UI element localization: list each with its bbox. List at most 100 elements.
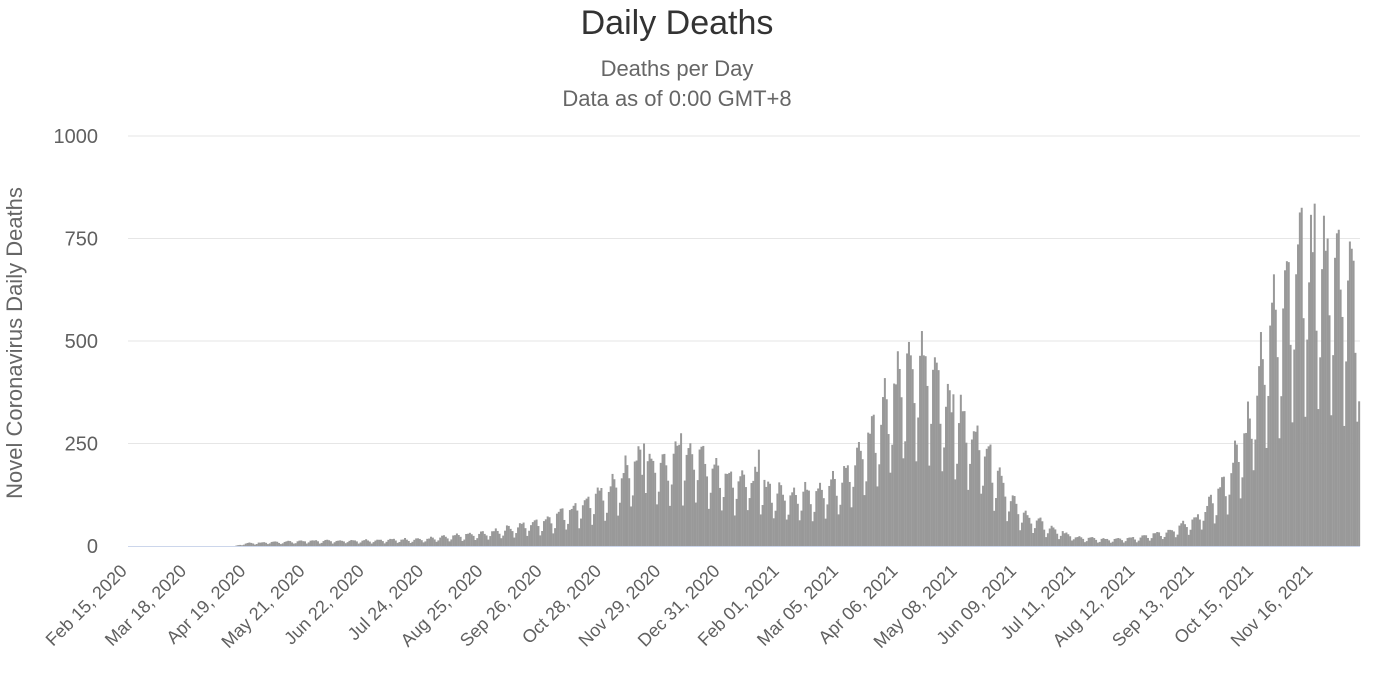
bar <box>1074 537 1077 546</box>
bars <box>235 203 1361 547</box>
bar <box>1269 325 1272 546</box>
bar <box>524 528 527 546</box>
bar <box>465 534 468 546</box>
bar <box>1326 238 1329 546</box>
bar <box>1089 537 1092 546</box>
y-axis-label: Novel Coronavirus Daily Deaths <box>2 187 27 499</box>
bar <box>1059 535 1062 546</box>
bar <box>489 536 492 546</box>
bar <box>537 526 540 546</box>
bar <box>400 539 403 546</box>
bar <box>637 446 640 546</box>
bar <box>733 515 736 546</box>
bar <box>919 355 922 546</box>
bar <box>835 495 838 546</box>
bar <box>995 498 998 546</box>
bar <box>304 541 306 546</box>
bar <box>1063 533 1066 546</box>
bar <box>1085 541 1088 546</box>
bar <box>335 540 338 546</box>
bar <box>385 541 388 546</box>
bar <box>674 441 677 546</box>
bar <box>1091 537 1094 546</box>
bar <box>869 433 872 546</box>
bar <box>904 441 907 546</box>
bar <box>1067 534 1070 546</box>
bar <box>596 487 599 546</box>
bar <box>1256 395 1259 546</box>
bar <box>1135 542 1138 546</box>
bar <box>378 539 381 546</box>
bar <box>576 510 579 546</box>
bar <box>1122 542 1125 546</box>
bar <box>433 539 436 546</box>
bar <box>565 529 568 546</box>
bar <box>1209 494 1212 546</box>
bar <box>450 539 453 546</box>
bar <box>1015 503 1018 546</box>
bar <box>302 541 305 546</box>
bar <box>268 543 271 546</box>
bar <box>839 504 842 546</box>
bar <box>526 535 529 546</box>
bar <box>654 472 657 546</box>
bar <box>1222 476 1225 546</box>
bar <box>1302 318 1305 546</box>
bar <box>959 394 962 546</box>
bar <box>1119 538 1122 546</box>
bar <box>969 463 972 546</box>
bar <box>1278 438 1281 546</box>
bar <box>544 519 547 546</box>
bar <box>1276 357 1279 546</box>
bar <box>333 542 336 546</box>
bar <box>974 431 977 546</box>
bar <box>357 543 360 546</box>
bar <box>559 508 562 546</box>
bar <box>278 542 281 546</box>
bar <box>1219 487 1222 546</box>
bar <box>1065 532 1068 546</box>
bar <box>1206 505 1209 546</box>
bar <box>791 492 794 546</box>
bar <box>1189 529 1192 546</box>
bar <box>744 487 747 546</box>
bar <box>1245 432 1248 546</box>
bar <box>861 459 864 546</box>
bar <box>442 535 445 546</box>
bar <box>1352 260 1355 546</box>
bar <box>1111 541 1114 546</box>
bar <box>707 508 710 546</box>
bar <box>739 476 742 546</box>
bar <box>787 514 790 546</box>
bar <box>1146 537 1149 546</box>
bar <box>1339 289 1342 546</box>
bar <box>1232 462 1235 546</box>
bar <box>796 503 799 546</box>
bar <box>717 465 720 546</box>
bar <box>817 488 820 546</box>
bar <box>1252 470 1255 546</box>
bar <box>820 489 823 546</box>
bar <box>585 498 588 546</box>
bar <box>574 503 577 546</box>
bar <box>696 480 699 546</box>
bar <box>374 540 377 546</box>
bar <box>431 537 434 546</box>
bar <box>1174 537 1177 546</box>
bar <box>422 542 425 546</box>
bar <box>874 452 877 546</box>
bar <box>941 471 944 546</box>
bar <box>1221 477 1224 546</box>
bar <box>502 535 505 546</box>
bar <box>1287 262 1290 546</box>
bar <box>965 442 968 546</box>
bar <box>580 518 583 546</box>
bar <box>1224 496 1227 546</box>
bar <box>1343 425 1346 546</box>
bar <box>730 471 733 546</box>
bar <box>259 542 262 546</box>
bar <box>428 538 431 546</box>
bar <box>1132 537 1135 546</box>
bar <box>1041 521 1044 546</box>
bar <box>316 541 319 546</box>
